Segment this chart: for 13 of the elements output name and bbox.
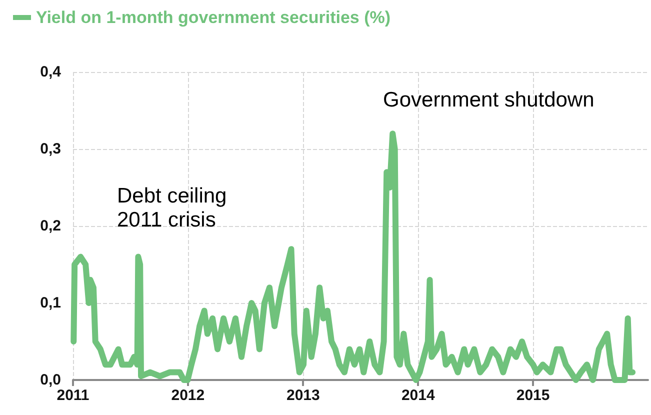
annotation: Debt ceiling 2011 crisis [117,184,227,232]
y-tick-label: 0,1 [40,294,61,312]
annotation: Government shutdown [383,88,594,112]
x-tick-label: 2012 [171,387,205,404]
y-tick-label: 0,2 [40,218,61,234]
x-tick-label: 2013 [286,387,320,404]
x-tick-label: 2015 [516,387,550,404]
x-tick-label: 2014 [401,387,436,404]
y-tick-label: 0,3 [40,140,61,158]
legend-label: Yield on 1-month government securities (%) [36,8,391,27]
y-tick-label: 0,4 [40,64,62,80]
y-tick-label: 0,0 [40,372,61,388]
x-tick-label: 2011 [56,387,90,404]
